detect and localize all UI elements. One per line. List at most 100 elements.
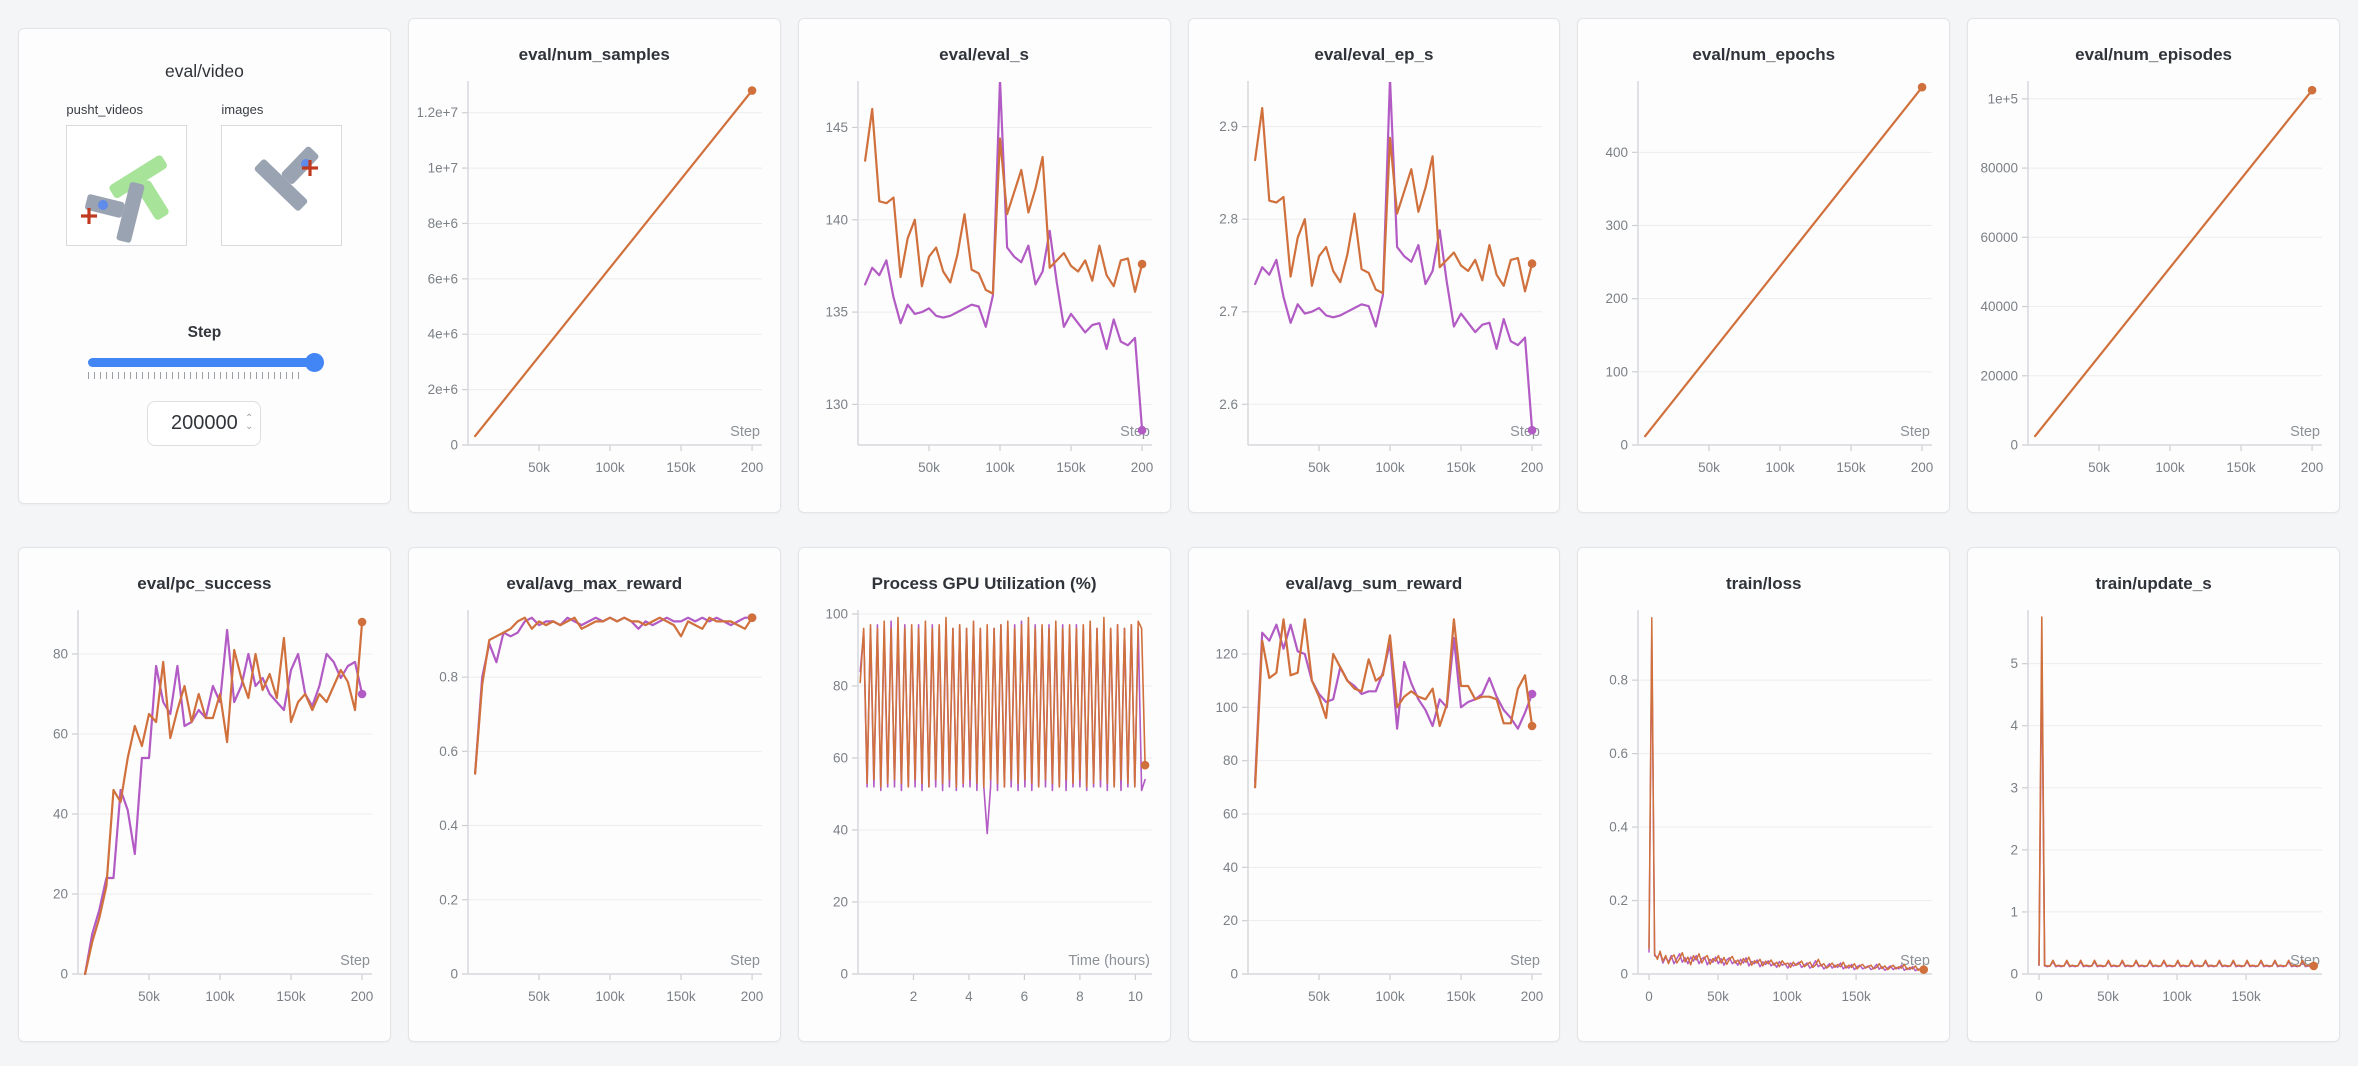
svg-text:150k: 150k	[2231, 989, 2261, 1004]
svg-text:60: 60	[833, 751, 848, 766]
svg-text:100k: 100k	[596, 460, 626, 475]
svg-text:4: 4	[965, 989, 973, 1004]
svg-text:2.6: 2.6	[1219, 397, 1238, 412]
chart-panel-eval-eval-ep-s: eval/eval_ep_s 2.6 2.7 2.8 2.9 50k 100k 150k 200…	[1187, 18, 1561, 513]
svg-text:10: 10	[1128, 989, 1143, 1004]
step-slider-label: Step	[187, 323, 222, 341]
svg-text:0.8: 0.8	[1609, 673, 1628, 688]
chart-title: eval/eval_ep_s	[1314, 45, 1434, 64]
stepper-up-icon[interactable]: ⌃	[245, 413, 254, 424]
svg-text:50k: 50k	[1308, 989, 1330, 1004]
svg-text:150k: 150k	[277, 989, 307, 1004]
series-line-purple	[2037, 650, 2315, 968]
chart-panel-eval-avg-max-reward: eval/avg_max_reward 0 0.2 0.4 0.6 0.8 50k 100k 1…	[407, 547, 781, 1042]
chart-title: eval/pc_success	[137, 574, 272, 593]
chart-canvas[interactable]: 0 20000 40000 60000 80000 1e+5 50k 100k 150k 200 S…	[1978, 75, 2330, 503]
svg-text:1e+5: 1e+5	[1987, 91, 2017, 106]
svg-text:0.4: 0.4	[439, 818, 458, 833]
goal-cross-icon	[302, 159, 319, 176]
chart-canvas[interactable]: 0 0.2 0.4 0.6 0.8 50k 100k 150k 200 Step	[418, 604, 770, 1032]
svg-text:80: 80	[53, 647, 68, 662]
series-line-purple	[84, 628, 364, 975]
step-value-input[interactable]	[163, 410, 246, 436]
svg-text:0: 0	[451, 438, 459, 453]
chart-canvas[interactable]: 0 100 200 300 400 50k 100k 150k 200 Step	[1588, 75, 1940, 503]
svg-text:80: 80	[833, 679, 848, 694]
chart-title: train/loss	[1725, 574, 1802, 593]
svg-text:5: 5	[2010, 656, 2018, 671]
svg-text:150k: 150k	[1446, 989, 1476, 1004]
svg-text:1: 1	[2010, 904, 2018, 919]
svg-text:200: 200	[1911, 460, 1934, 475]
svg-text:100k: 100k	[2162, 989, 2192, 1004]
chart-panel-eval-pc-success: eval/pc_success 0 20 40 60 80 50k 100k 150k 200 St…	[18, 547, 391, 1042]
step-slider[interactable]	[88, 352, 325, 372]
media-item-label: images	[221, 101, 264, 117]
x-axis-label: Step	[730, 424, 760, 440]
chart-canvas[interactable]: 0 20 40 60 80 50k 100k 150k 200 Step	[28, 604, 380, 1032]
chart-canvas[interactable]: 0 20 40 60 80 100 120 50k 100k 150k 200 Step	[1198, 604, 1550, 1032]
chart-panel-eval-eval-s: eval/eval_s 130 135 140 145 50k 100k 150k 200 Ste…	[797, 18, 1171, 513]
svg-text:100: 100	[826, 607, 849, 622]
series-line-purple	[1647, 635, 1925, 972]
chart-title: eval/num_episodes	[2075, 45, 2232, 64]
svg-text:3: 3	[2010, 780, 2018, 795]
svg-text:0.2: 0.2	[439, 892, 458, 907]
svg-text:20000: 20000	[1980, 368, 2018, 383]
svg-text:100: 100	[1605, 364, 1628, 379]
svg-text:2: 2	[2010, 842, 2018, 857]
slider-tick-ruler	[88, 371, 303, 379]
pusht-video-thumbnail[interactable]	[66, 124, 188, 246]
svg-text:50k: 50k	[528, 989, 550, 1004]
svg-text:6e+6: 6e+6	[428, 271, 458, 286]
svg-text:150k: 150k	[1841, 989, 1871, 1004]
chart-title: train/update_s	[2095, 574, 2212, 593]
chart-canvas[interactable]: 0 0.2 0.4 0.6 0.8 0 50k 100k 150k Step	[1588, 604, 1940, 1032]
chart-panel-eval-num-episodes: eval/num_episodes 0 20000 40000 60000 80000 1e…	[1967, 18, 2340, 513]
agent-dot	[98, 199, 109, 210]
svg-text:200: 200	[1521, 460, 1544, 475]
svg-text:200: 200	[741, 460, 764, 475]
svg-text:8: 8	[1076, 989, 1084, 1004]
svg-text:40: 40	[1223, 860, 1238, 875]
chart-canvas[interactable]: 0 20 40 60 80 100 2 4 6 8 10 Time (hours)	[808, 604, 1160, 1032]
series-line-orange	[2033, 89, 2313, 438]
step-control: Step ⌃ ⌄	[88, 323, 325, 446]
svg-text:8e+6: 8e+6	[428, 216, 458, 231]
svg-text:150k: 150k	[1836, 460, 1866, 475]
images-thumbnail[interactable]	[221, 124, 343, 246]
svg-text:200: 200	[2300, 460, 2323, 475]
svg-text:0: 0	[841, 967, 849, 982]
chart-title: eval/num_samples	[518, 45, 670, 64]
svg-text:2.7: 2.7	[1219, 304, 1238, 319]
svg-text:50k: 50k	[918, 460, 940, 475]
media-panel-eval-video: eval/video pusht_videos	[18, 27, 391, 504]
x-axis-label: Step	[1510, 953, 1540, 969]
series-line-orange	[84, 620, 364, 975]
svg-text:2.9: 2.9	[1219, 119, 1238, 134]
svg-text:0: 0	[2010, 438, 2018, 453]
chart-title: eval/avg_max_reward	[506, 574, 683, 593]
svg-text:0.8: 0.8	[439, 670, 458, 685]
svg-text:2.8: 2.8	[1219, 212, 1238, 227]
svg-text:0: 0	[2010, 967, 2018, 982]
svg-text:50k: 50k	[1698, 460, 1720, 475]
svg-text:100k: 100k	[2155, 460, 2185, 475]
stepper-down-icon[interactable]: ⌄	[245, 421, 254, 432]
x-axis-label: Step	[1900, 953, 1930, 969]
svg-text:80: 80	[1223, 753, 1238, 768]
stepper-icons: ⌃ ⌄	[245, 413, 254, 432]
slider-track[interactable]	[88, 357, 321, 367]
series-line-purple	[1253, 623, 1534, 784]
svg-text:0: 0	[1620, 967, 1628, 982]
svg-text:0.2: 0.2	[1609, 893, 1628, 908]
svg-text:0.4: 0.4	[1609, 820, 1628, 835]
svg-text:200: 200	[741, 989, 764, 1004]
chart-canvas[interactable]: 0 2e+6 4e+6 6e+6 8e+6 1e+7 1.2e+7 50k 100k 150k 20…	[418, 75, 770, 503]
slider-handle[interactable]	[305, 352, 325, 372]
svg-text:60: 60	[1223, 807, 1238, 822]
